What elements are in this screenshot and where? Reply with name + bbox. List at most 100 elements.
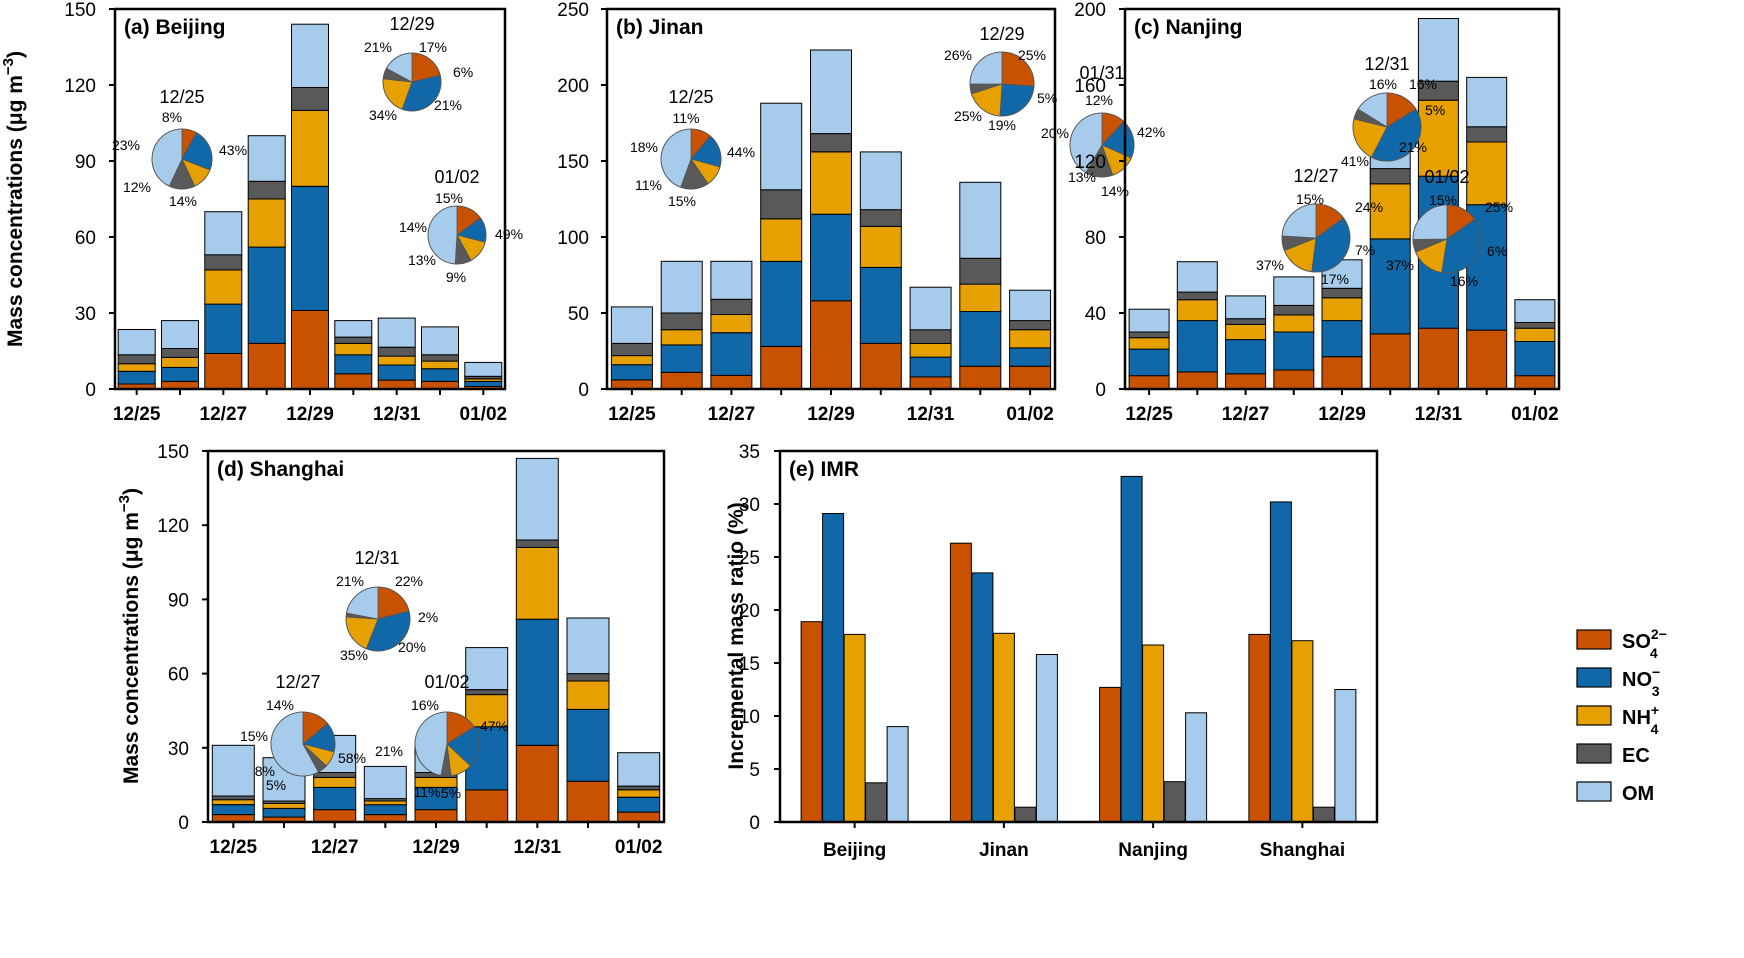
pie-percent-label: 16% bbox=[1409, 76, 1437, 92]
bar-no3-12-26 bbox=[660, 344, 703, 373]
x-tick-label: 12/31 bbox=[1415, 404, 1463, 425]
pie-percent-label: 25% bbox=[1485, 199, 1513, 215]
y-tick-label: 160 bbox=[1074, 76, 1106, 97]
y-tick-label: 40 bbox=[1085, 304, 1106, 325]
pie-percent-label: 5% bbox=[441, 785, 461, 801]
legend-label-base: NO bbox=[1622, 669, 1652, 691]
x-tick-label: 12/29 bbox=[1318, 404, 1366, 425]
pie-percent-label: 23% bbox=[112, 137, 140, 153]
legend-item-nh4: NH+ 4 bbox=[1576, 702, 1659, 737]
x-tick-label: 12/31 bbox=[514, 837, 562, 858]
pie-outline bbox=[1281, 203, 1351, 273]
axis-title-part: Mass concentrations (μg m bbox=[120, 512, 143, 784]
bar-ec-12-27 bbox=[1225, 318, 1267, 325]
bar-so4-12-31 bbox=[515, 744, 559, 823]
pie-outline bbox=[1352, 92, 1422, 162]
legend-item-om: OM bbox=[1576, 781, 1654, 805]
y-tick-label: 30 bbox=[75, 304, 96, 325]
bar-nh4-12-27 bbox=[313, 777, 357, 788]
bar-nh4-12-28 bbox=[247, 198, 286, 248]
pie-percent-label: 14% bbox=[1101, 183, 1129, 199]
pie-percent-label: 5% bbox=[266, 777, 286, 793]
bar-so4-nanjing bbox=[1099, 686, 1122, 823]
legend-label-base: OM bbox=[1622, 783, 1654, 805]
y-axis-title-imr: Incremental mass ratio (%) bbox=[725, 502, 748, 769]
bar-so4-12-31 bbox=[1417, 327, 1459, 390]
y-tick-label: 30 bbox=[739, 495, 760, 516]
bar-om-jinan bbox=[1035, 654, 1058, 823]
bar-so4-12-26 bbox=[660, 371, 703, 390]
legend-label-sup: − bbox=[1652, 664, 1660, 680]
bar-no3-12-26 bbox=[262, 807, 306, 818]
pie-outline bbox=[382, 52, 442, 112]
bar-nh4-12-28 bbox=[363, 800, 407, 806]
pie-chart-12-27: 12/27 14% 15% 8%5% 58% bbox=[240, 672, 366, 793]
pie-percent-label: 22% bbox=[395, 573, 423, 589]
legend-label-base: EC bbox=[1622, 745, 1650, 767]
legend-item-no3: NO− 3 bbox=[1576, 664, 1660, 699]
bar-ec-12-26 bbox=[660, 312, 703, 331]
x-tick-label: 12/27 bbox=[1222, 404, 1270, 425]
bar-om-01-02 bbox=[1514, 299, 1556, 324]
bar-so4-01-02 bbox=[1514, 375, 1556, 390]
bar-nh4-12-26 bbox=[262, 803, 306, 809]
pie-date-label: 01/02 bbox=[1424, 167, 1469, 187]
y-tick-label: 10 bbox=[739, 707, 760, 728]
pie-percent-label: 12% bbox=[1085, 92, 1113, 108]
bar-so4-jinan bbox=[949, 542, 972, 823]
pie-percent-label: 24% bbox=[1355, 199, 1383, 215]
x-tick-label: 12/29 bbox=[412, 837, 460, 858]
bar-no3-01-01 bbox=[566, 709, 610, 782]
bar-no3-12-28 bbox=[1273, 331, 1315, 371]
bar-no3-12-28 bbox=[760, 260, 803, 347]
panel-title: (b) Jinan bbox=[616, 16, 704, 39]
pie-chart-12-25: 12/25 11% 18% 11% 15% 44% bbox=[630, 87, 755, 209]
pie-slice-om bbox=[969, 51, 1003, 85]
bar-om-12-29 bbox=[291, 23, 329, 88]
bar-om-shanghai bbox=[1334, 689, 1357, 823]
pie-outline bbox=[345, 586, 411, 652]
bar-so4-12-30 bbox=[1369, 333, 1411, 390]
pie-percent-label: 13% bbox=[1068, 169, 1096, 185]
pie-percent-label: 42% bbox=[1137, 124, 1165, 140]
pie-percent-label: 11% bbox=[673, 110, 700, 126]
y-tick-label: 60 bbox=[75, 228, 96, 249]
legend-swatch bbox=[1576, 667, 1612, 688]
pie-percent-label: 15% bbox=[1429, 192, 1457, 208]
pie-percent-label: 20% bbox=[398, 639, 426, 655]
bar-om-12-26 bbox=[161, 320, 199, 350]
bar-ec-12-27 bbox=[313, 772, 357, 778]
pie-percent-label: 44% bbox=[727, 144, 755, 160]
bar-om-12-28 bbox=[363, 765, 407, 800]
panel-shanghai: 0 30 60 90 120 150 12/25 12/27 12/29 12/31 01/02 (d… bbox=[157, 442, 666, 858]
pie-percent-label: 8% bbox=[162, 109, 182, 125]
bar-no3-12-25 bbox=[211, 804, 255, 816]
y-tick-label: 150 bbox=[64, 0, 96, 21]
pie-percent-label: 37% bbox=[1256, 257, 1284, 273]
pie-date-label: 12/31 bbox=[1364, 54, 1409, 74]
bar-om-12-27 bbox=[710, 260, 753, 300]
bar-so4-12-31 bbox=[377, 379, 416, 390]
x-tick-label: 01/02 bbox=[615, 837, 663, 858]
pie-date-label: 12/29 bbox=[979, 24, 1024, 44]
bar-no3-nanjing bbox=[1120, 475, 1143, 823]
bar-ec-12-31 bbox=[515, 539, 559, 548]
y-tick-label: 90 bbox=[75, 152, 96, 173]
bar-so4-12-31 bbox=[909, 376, 952, 390]
y-tick-label: 90 bbox=[168, 590, 189, 611]
bar-no3-12-26 bbox=[1176, 320, 1218, 373]
legend-label-sup: 2− bbox=[1651, 626, 1667, 642]
pie-chart-12-27: 12/27 15% 37% 17% 7% 24% bbox=[1256, 166, 1383, 287]
bar-ec-12-30 bbox=[334, 336, 373, 344]
bar-om-12-26 bbox=[660, 260, 703, 314]
y-tick-label: 120 bbox=[157, 516, 189, 537]
y-tick-label: 120 bbox=[1074, 152, 1106, 173]
bar-no3-beijing bbox=[822, 513, 845, 823]
bar-so4-12-27 bbox=[1225, 373, 1267, 390]
bar-nh4-12-30 bbox=[465, 694, 509, 728]
bar-nh4-12-30 bbox=[334, 342, 373, 356]
pie-percent-label: 37% bbox=[1386, 257, 1414, 273]
bar-no3-12-27 bbox=[710, 332, 753, 376]
bar-nh4-12-28 bbox=[760, 218, 803, 262]
bar-om-12-31 bbox=[515, 457, 559, 541]
